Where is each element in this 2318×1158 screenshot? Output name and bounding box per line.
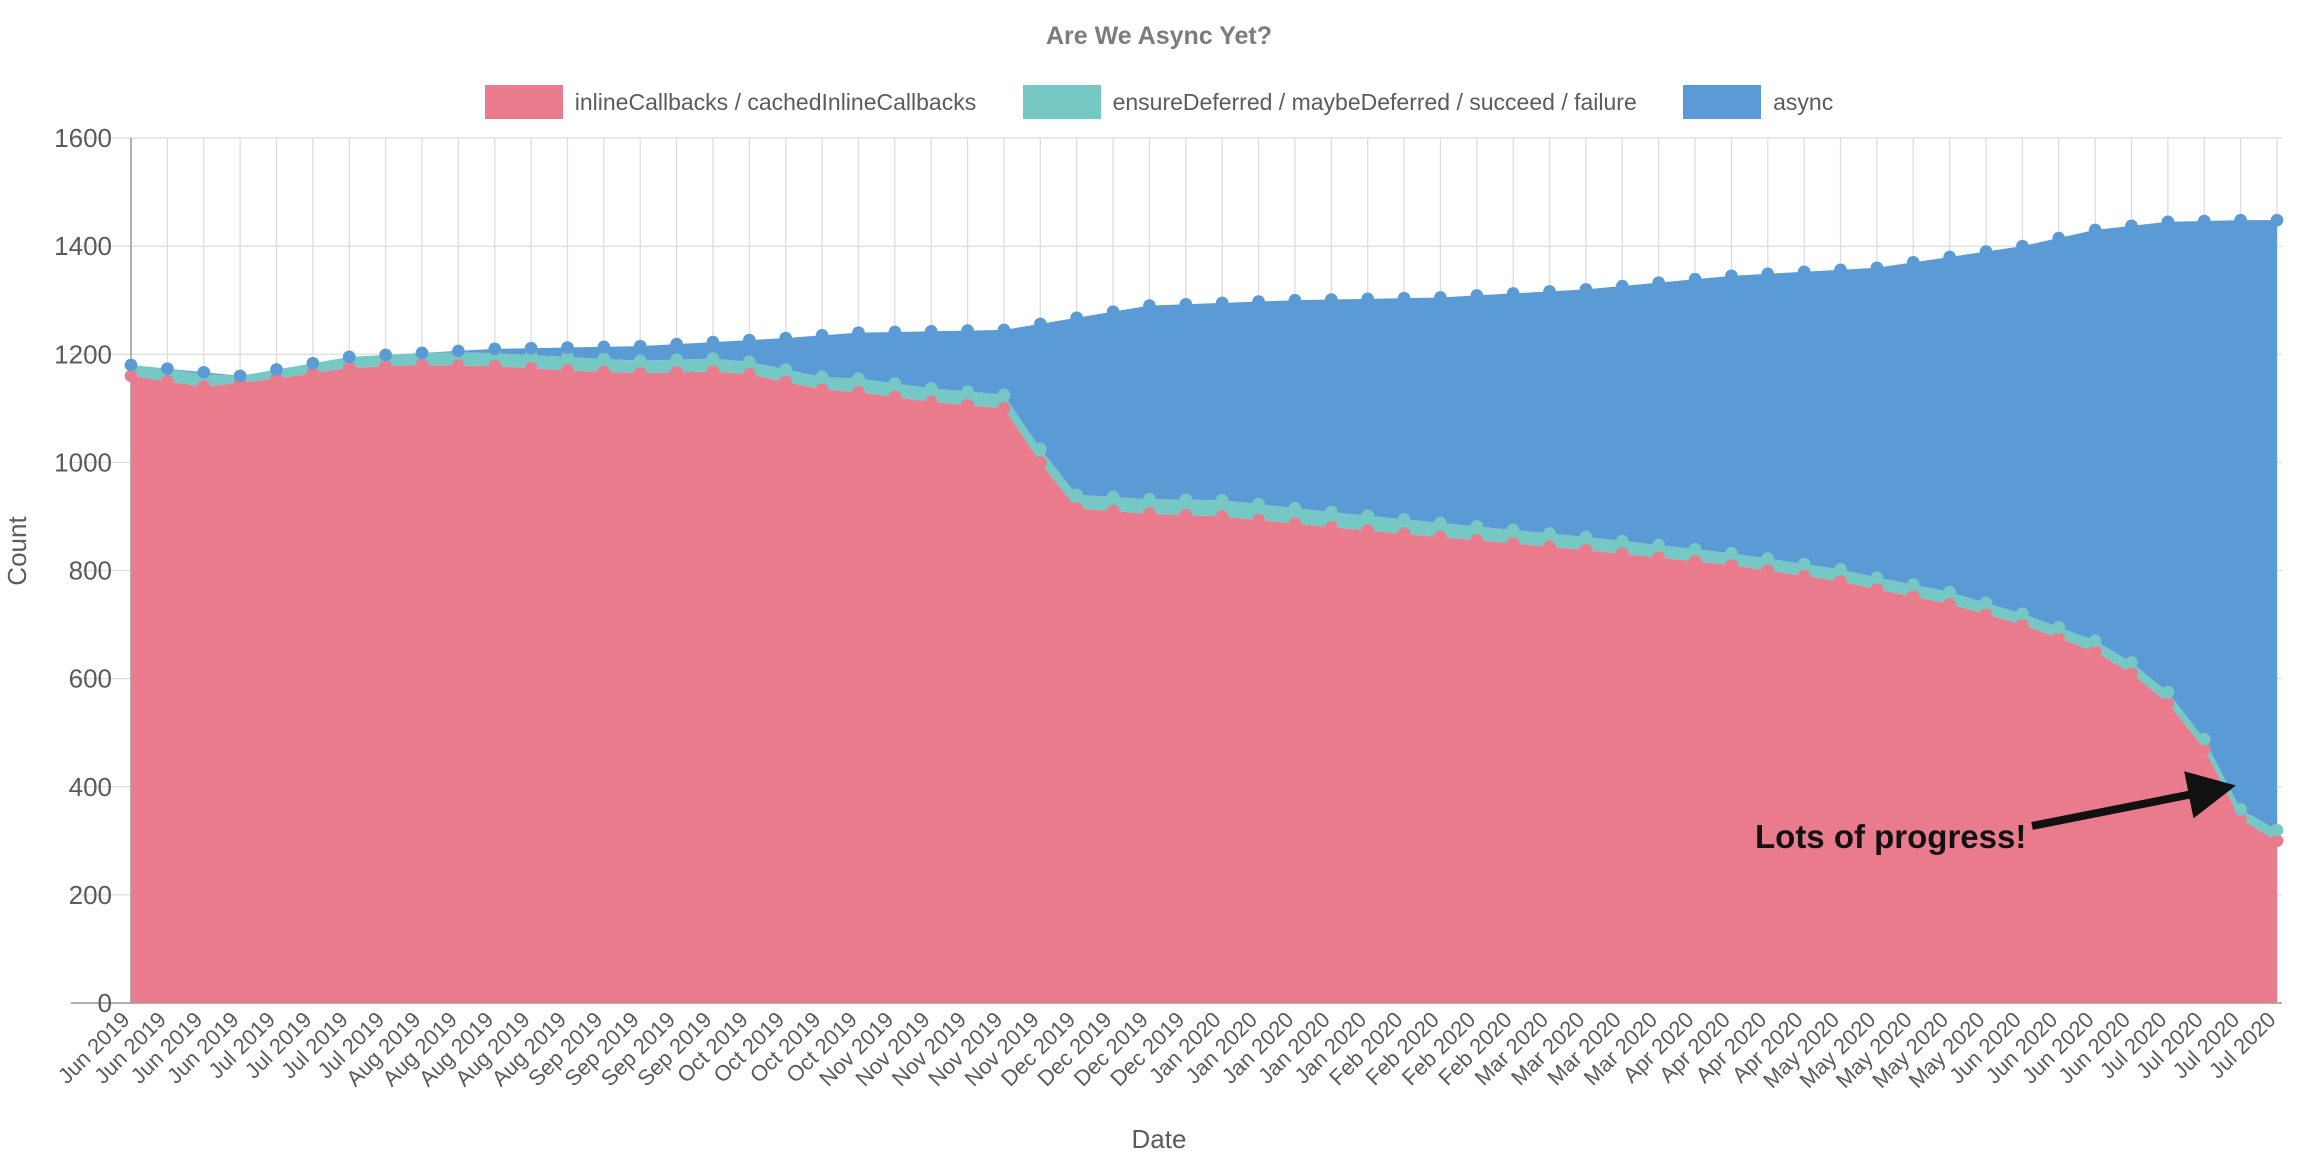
- svg-text:400: 400: [69, 772, 112, 802]
- svg-text:1200: 1200: [54, 339, 112, 369]
- svg-text:600: 600: [69, 664, 112, 694]
- svg-text:800: 800: [69, 556, 112, 586]
- svg-text:1000: 1000: [54, 447, 112, 477]
- svg-text:1600: 1600: [54, 123, 112, 153]
- svg-text:200: 200: [69, 880, 112, 910]
- svg-text:1400: 1400: [54, 231, 112, 261]
- svg-text:Count: Count: [2, 516, 32, 586]
